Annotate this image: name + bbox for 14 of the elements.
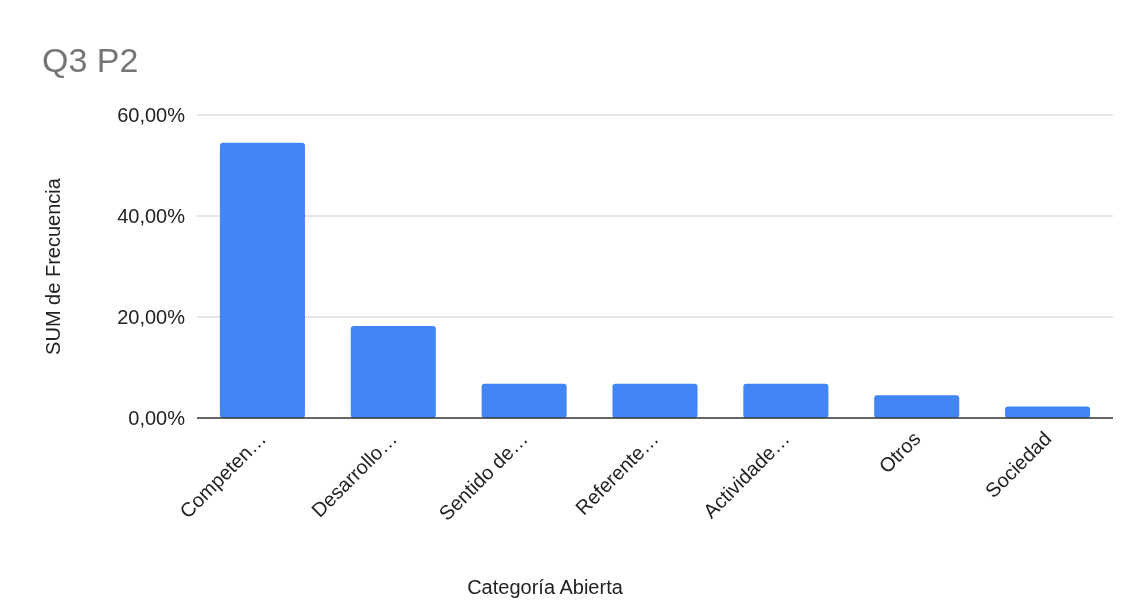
bar: [612, 383, 698, 418]
bar: [481, 383, 567, 418]
bar: [219, 142, 305, 418]
bar: [743, 383, 829, 418]
bar: [350, 326, 436, 418]
bar: [874, 395, 960, 418]
x-axis-title: Categoría Abierta: [467, 576, 624, 598]
bar: [1005, 406, 1091, 418]
chart-title: Q3 P2: [42, 41, 139, 79]
y-axis-title: SUM de Frecuencia: [42, 177, 64, 355]
y-tick-label: 0,00%: [128, 407, 186, 429]
y-tick-label: 20,00%: [117, 306, 186, 328]
y-tick-label: 60,00%: [117, 104, 186, 126]
y-tick-label: 40,00%: [117, 205, 186, 227]
